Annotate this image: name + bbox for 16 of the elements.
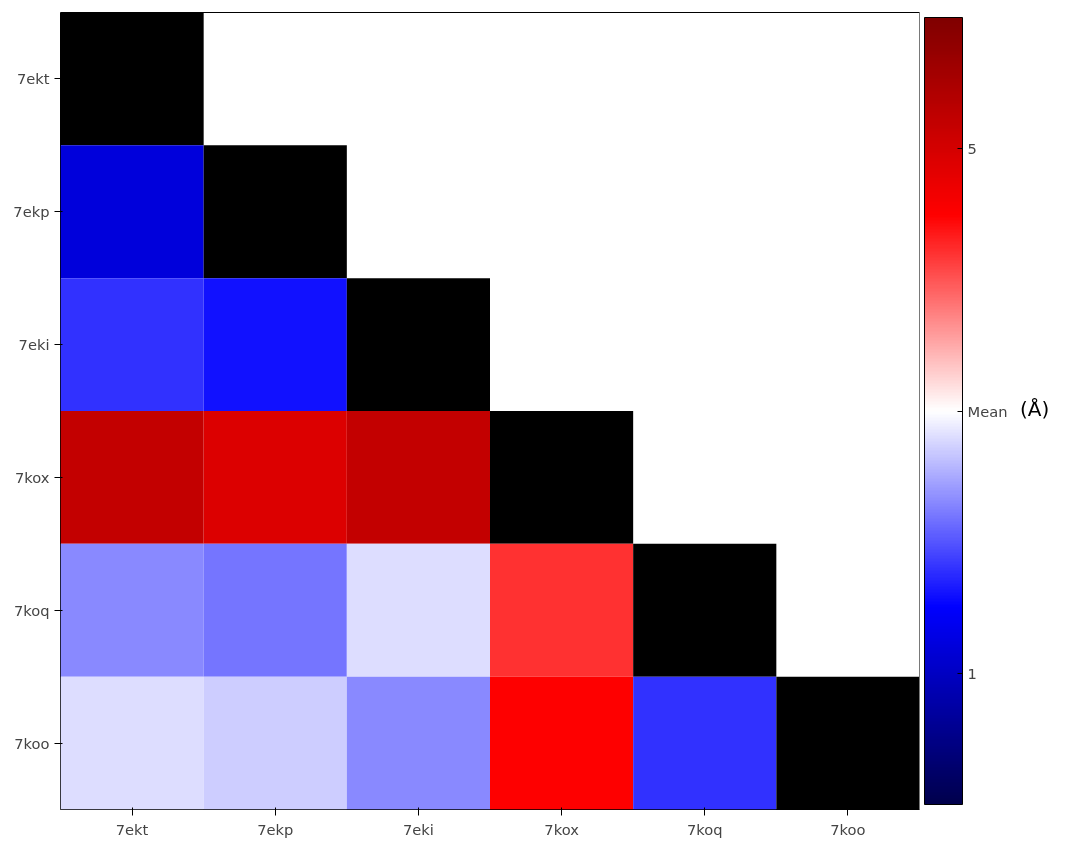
x-tick-label: 7ekt (115, 820, 149, 838)
y-tick-label: 7koq (13, 601, 50, 619)
x-tick-label: 7ekp (257, 820, 294, 838)
x-tick-label: 7kox (544, 820, 580, 838)
y-tick-label: 7eki (18, 336, 50, 354)
color-bar-title: (Å) (1020, 396, 1050, 423)
color-bar-label: Mean (967, 402, 1008, 420)
x-tick-label: 7koo (830, 820, 866, 838)
y-tick-label: 7ekp (13, 203, 50, 221)
y-tick-label: 7kox (15, 468, 50, 486)
color-bar-label: 1 (967, 664, 977, 682)
y-tick-label: 7koo (14, 734, 50, 752)
x-tick-label: 7eki (402, 820, 434, 838)
x-tick-label: 7koq (686, 820, 723, 838)
color-bar-label: 5 (967, 140, 977, 158)
y-tick-label: 7ekt (16, 70, 50, 88)
